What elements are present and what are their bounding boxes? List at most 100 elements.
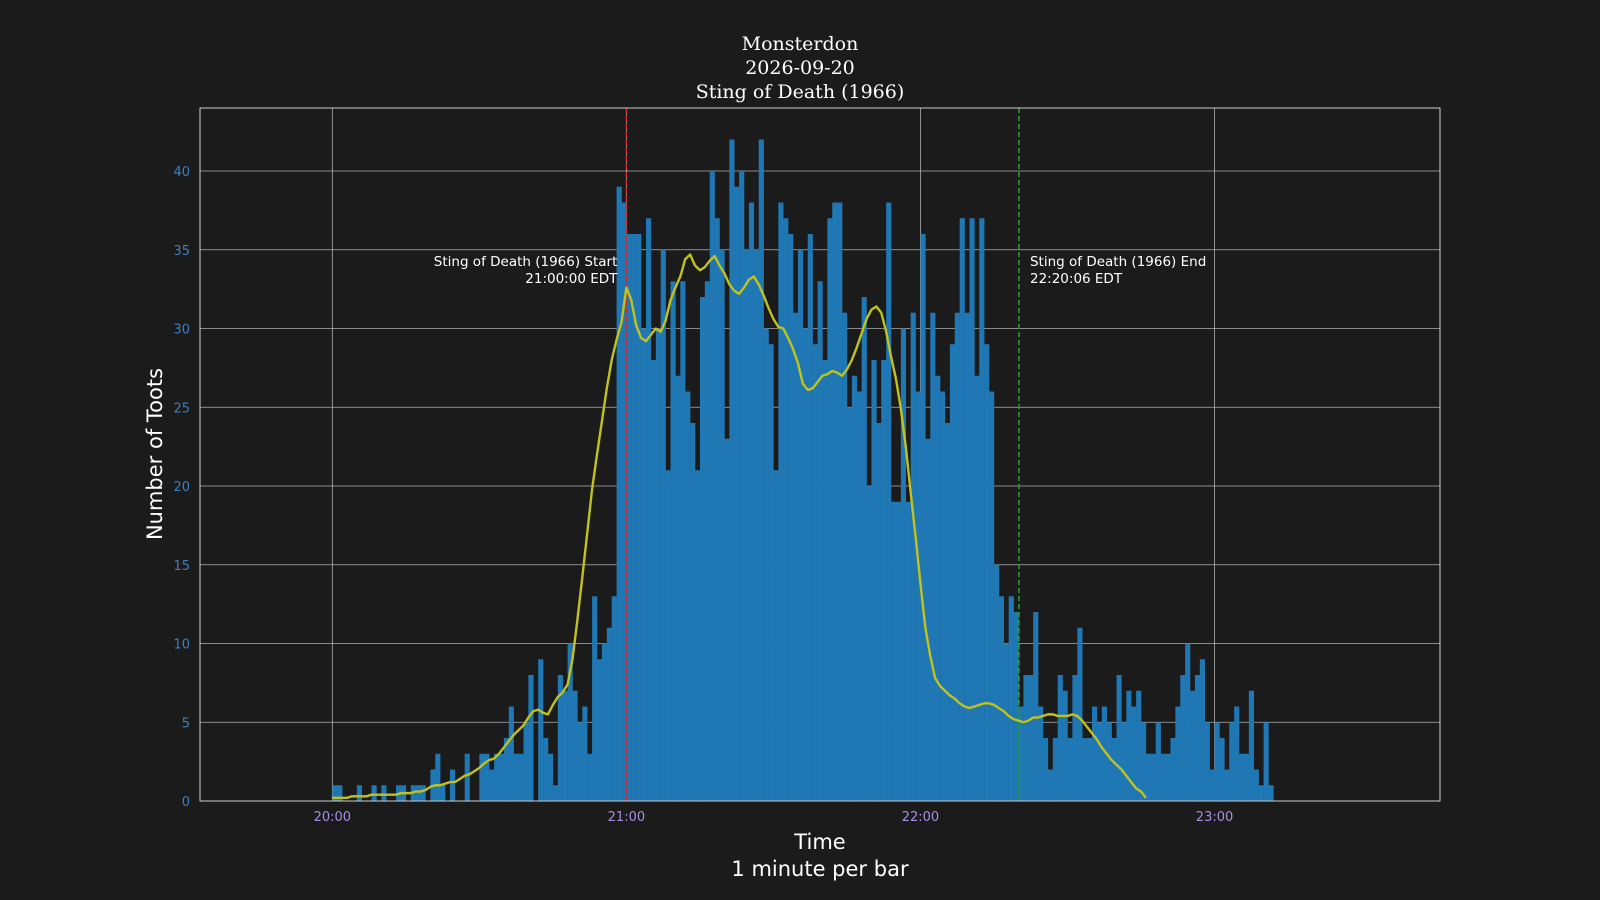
- histogram-bar: [484, 753, 490, 801]
- histogram-bar: [793, 312, 799, 801]
- histogram-bar: [1043, 738, 1049, 801]
- histogram-bar: [1175, 706, 1181, 801]
- histogram-bar: [812, 344, 818, 801]
- histogram-bar: [1209, 769, 1215, 801]
- histogram-bar: [1067, 738, 1073, 801]
- histogram-bar: [807, 234, 813, 801]
- histogram-bar: [905, 501, 911, 801]
- histogram-bar: [719, 249, 725, 801]
- histogram-bar: [528, 675, 534, 801]
- histogram-bar: [606, 627, 612, 801]
- histogram-bar: [1204, 722, 1210, 801]
- histogram-bar: [714, 218, 720, 801]
- histogram-bar: [739, 171, 745, 801]
- chart-title: Monsterdon 2026-09-20 Sting of Death (19…: [0, 32, 1600, 104]
- histogram-bar: [1121, 722, 1127, 801]
- histogram-bar: [949, 344, 956, 801]
- title-line-1: Monsterdon: [741, 33, 859, 55]
- histogram-bar: [1082, 738, 1088, 801]
- histogram-bar: [1106, 722, 1112, 801]
- histogram-bar: [557, 675, 563, 801]
- y-tick-label: 25: [173, 401, 190, 416]
- histogram-bar: [837, 202, 843, 801]
- histogram-bar: [842, 312, 848, 801]
- x-tick-label: 21:00: [608, 810, 645, 825]
- histogram-bar: [1111, 738, 1117, 801]
- histogram-bar: [832, 202, 838, 801]
- histogram-bar: [572, 690, 578, 801]
- histogram-bar: [665, 470, 671, 801]
- histogram-bar: [1018, 706, 1024, 801]
- histogram-bar: [1185, 643, 1191, 801]
- histogram-bar: [856, 391, 862, 801]
- histogram-bar: [1229, 722, 1235, 801]
- histogram-bar: [1199, 659, 1205, 801]
- histogram-bar: [944, 423, 951, 801]
- histogram-bar: [1214, 722, 1220, 801]
- histogram-bar: [1092, 706, 1098, 801]
- y-tick-label: 20: [173, 480, 190, 495]
- histogram-bar: [680, 281, 686, 801]
- histogram-bar: [724, 438, 730, 801]
- histogram-bar: [1096, 722, 1103, 801]
- x-tick-label: 20:00: [314, 810, 351, 825]
- histogram-bar: [783, 218, 789, 801]
- histogram-bar: [626, 234, 632, 801]
- histogram-bar: [596, 659, 603, 801]
- histogram-bar: [538, 659, 544, 801]
- y-tick-label: 35: [173, 244, 190, 259]
- histogram-bar: [797, 249, 804, 801]
- y-tick-label: 15: [173, 559, 190, 574]
- histogram-bar: [1072, 675, 1078, 801]
- histogram-bar: [601, 643, 608, 801]
- histogram-bar: [523, 722, 529, 801]
- histogram-bar: [547, 753, 554, 801]
- histogram-bar: [734, 186, 740, 801]
- histogram-bar: [587, 753, 593, 801]
- histogram-bar: [778, 202, 784, 801]
- histogram-bar: [1033, 612, 1039, 801]
- histogram-bar: [861, 297, 867, 801]
- histogram-bar: [1023, 675, 1029, 801]
- histogram-bar: [1038, 706, 1044, 801]
- histogram-bar: [900, 328, 907, 801]
- tick-labels: 0 5 10 15 20 25 30 35 40 20:00 21:00 22:00 23:00: [173, 165, 1233, 825]
- histogram-bar: [709, 171, 715, 801]
- histogram-bar: [636, 234, 642, 801]
- x-axis-sublabel: 1 minute per bar: [731, 857, 909, 881]
- histogram-bar: [925, 438, 931, 801]
- histogram-bar: [552, 785, 559, 801]
- histogram-bar: [744, 249, 750, 801]
- histogram-bar: [332, 785, 338, 801]
- histogram-bar: [1052, 738, 1058, 801]
- histogram-bar: [1239, 753, 1245, 801]
- histogram-bar: [1028, 675, 1034, 801]
- histogram-bar: [886, 202, 892, 801]
- histogram-bar: [1219, 738, 1225, 801]
- histogram-bar: [1155, 722, 1161, 801]
- histogram-bar: [753, 249, 759, 801]
- histogram-bar: [449, 769, 456, 801]
- histogram-bar: [420, 785, 426, 801]
- histogram-bar: [440, 785, 446, 801]
- smoothed-trend: [332, 253, 1147, 800]
- histogram-bar: [489, 769, 495, 801]
- histogram-bar: [1101, 706, 1107, 801]
- marker-time-label: 21:00:00 EDT: [525, 271, 618, 287]
- histogram-bar: [866, 486, 872, 801]
- histogram-bar: [592, 596, 598, 801]
- histogram-bar: [1126, 690, 1132, 801]
- marker-label: Sting of Death (1966) End: [1030, 254, 1206, 270]
- histogram-bar: [817, 281, 823, 801]
- histogram-bar: [381, 785, 387, 801]
- histogram-bar: [1062, 690, 1068, 801]
- x-axis-label: Time: [793, 830, 845, 854]
- histogram-bar: [940, 391, 946, 801]
- histogram-bar: [631, 234, 637, 801]
- marker-time-label: 22:20:06 EDT: [1030, 271, 1123, 287]
- histogram-bar: [915, 391, 921, 801]
- plot-frame: [199, 107, 1441, 802]
- histogram-bar: [930, 312, 936, 801]
- histogram-bar: [562, 690, 568, 801]
- histogram-bar: [1008, 596, 1014, 801]
